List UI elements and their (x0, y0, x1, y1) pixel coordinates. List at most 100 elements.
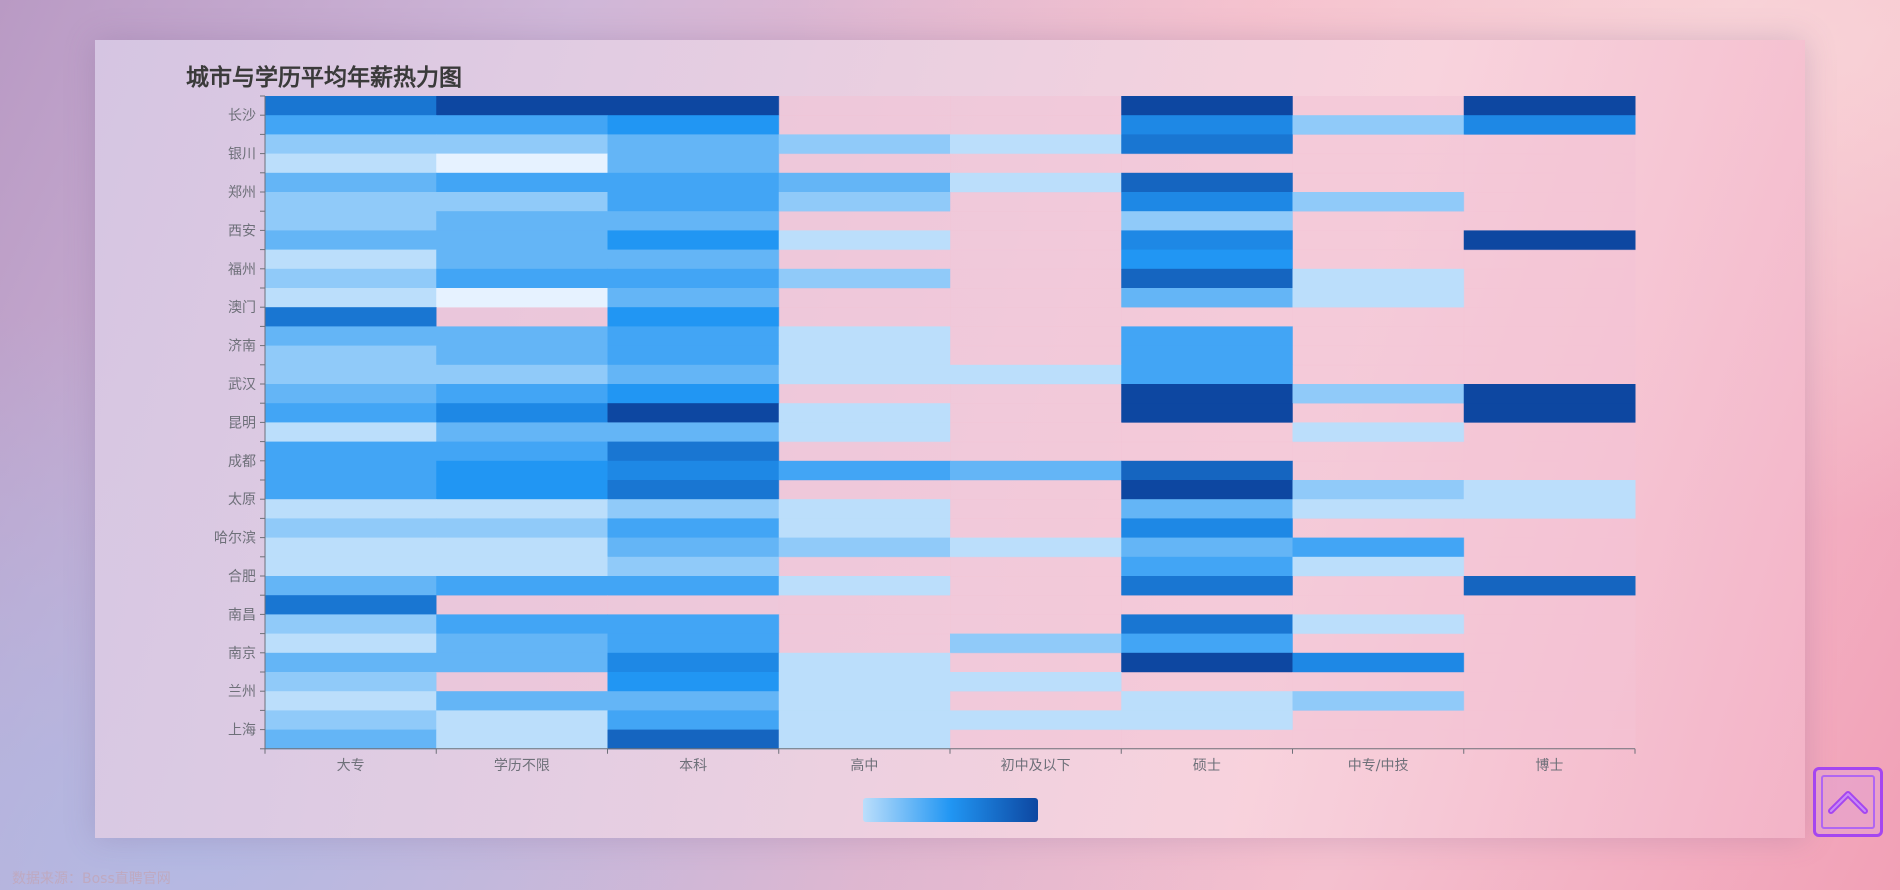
heatmap-cell[interactable] (778, 460, 951, 481)
heatmap-cell[interactable] (1121, 460, 1293, 481)
heatmap-cell[interactable] (778, 364, 951, 385)
heatmap-cell[interactable] (436, 192, 608, 212)
heatmap-cell[interactable] (1292, 230, 1465, 251)
heatmap-cell[interactable] (950, 403, 1122, 423)
heatmap-cell[interactable] (607, 537, 780, 558)
heatmap-cell[interactable] (607, 480, 780, 500)
heatmap-cell[interactable] (1121, 576, 1293, 596)
heatmap-cell[interactable] (265, 326, 437, 347)
heatmap-cell[interactable] (778, 153, 951, 174)
heatmap-cell[interactable] (1121, 672, 1293, 692)
heatmap-cell[interactable] (778, 384, 951, 404)
heatmap-cell[interactable] (778, 652, 951, 673)
heatmap-cell[interactable] (950, 556, 1122, 577)
heatmap-cell[interactable] (607, 326, 780, 347)
heatmap-cell[interactable] (1292, 691, 1465, 711)
heatmap-cell[interactable] (607, 153, 780, 174)
heatmap-cell[interactable] (436, 480, 608, 500)
heatmap-cell[interactable] (1292, 518, 1465, 539)
heatmap-cell[interactable] (607, 249, 780, 270)
heatmap-cell[interactable] (1121, 633, 1293, 654)
heatmap-cell[interactable] (607, 672, 780, 692)
heatmap-cell[interactable] (950, 441, 1122, 462)
heatmap-cell[interactable] (607, 268, 780, 289)
heatmap-cell[interactable] (778, 518, 951, 539)
heatmap-cell[interactable] (1463, 537, 1636, 558)
heatmap-cell[interactable] (265, 115, 437, 135)
heatmap-cell[interactable] (607, 633, 780, 654)
heatmap-cell[interactable] (607, 134, 780, 155)
heatmap-cell[interactable] (1463, 307, 1636, 327)
heatmap-cell[interactable] (778, 192, 951, 212)
heatmap-cell[interactable] (1292, 172, 1465, 193)
heatmap-cell[interactable] (1121, 153, 1293, 174)
heatmap-cell[interactable] (265, 710, 437, 731)
heatmap-cell[interactable] (1121, 268, 1293, 289)
heatmap-cell[interactable] (265, 480, 437, 500)
heatmap-cell[interactable] (778, 307, 951, 327)
heatmap-cell[interactable] (265, 652, 437, 673)
heatmap-cell[interactable] (1463, 672, 1636, 692)
heatmap-cell[interactable] (1292, 326, 1465, 347)
heatmap-cell[interactable] (1463, 729, 1636, 750)
heatmap-cell[interactable] (265, 537, 437, 558)
heatmap-cell[interactable] (1121, 710, 1293, 731)
heatmap-cell[interactable] (1292, 460, 1465, 481)
heatmap-cell[interactable] (1292, 729, 1465, 750)
heatmap-cell[interactable] (265, 268, 437, 289)
heatmap-cell[interactable] (607, 614, 780, 635)
heatmap-cell[interactable] (1121, 384, 1293, 404)
visual-map-legend[interactable] (863, 798, 1038, 822)
heatmap-cell[interactable] (1292, 192, 1465, 212)
heatmap-cell[interactable] (265, 134, 437, 155)
heatmap-cell[interactable] (1463, 153, 1636, 174)
heatmap-cell[interactable] (950, 460, 1122, 481)
heatmap-cell[interactable] (607, 307, 780, 327)
heatmap-cell[interactable] (778, 441, 951, 462)
heatmap-cell[interactable] (1121, 403, 1293, 423)
heatmap-cell[interactable] (1463, 460, 1636, 481)
heatmap-cell[interactable] (436, 345, 608, 366)
heatmap-cell[interactable] (1463, 172, 1636, 193)
heatmap-cell[interactable] (778, 230, 951, 251)
heatmap-cell[interactable] (950, 576, 1122, 596)
heatmap-cell[interactable] (778, 249, 951, 270)
heatmap-cell[interactable] (1463, 268, 1636, 289)
heatmap-cell[interactable] (265, 345, 437, 366)
heatmap-cell[interactable] (436, 614, 608, 635)
heatmap-cell[interactable] (265, 364, 437, 385)
heatmap-cell[interactable] (1292, 96, 1465, 116)
heatmap-cell[interactable] (265, 211, 437, 231)
heatmap-cell[interactable] (607, 403, 780, 423)
heatmap-cell[interactable] (950, 268, 1122, 289)
heatmap-cell[interactable] (950, 710, 1122, 731)
heatmap-cell[interactable] (950, 518, 1122, 539)
heatmap-cell[interactable] (436, 134, 608, 155)
heatmap-cell[interactable] (1121, 556, 1293, 577)
heatmap-cell[interactable] (436, 249, 608, 270)
heatmap-cell[interactable] (1292, 710, 1465, 731)
heatmap-cell[interactable] (1292, 633, 1465, 654)
heatmap-cell[interactable] (1121, 441, 1293, 462)
heatmap-cell[interactable] (436, 230, 608, 251)
heatmap-cell[interactable] (778, 268, 951, 289)
heatmap-cell[interactable] (1463, 499, 1636, 519)
heatmap-cell[interactable] (778, 556, 951, 577)
heatmap-cell[interactable] (436, 691, 608, 711)
heatmap-cell[interactable] (1463, 691, 1636, 711)
heatmap-cell[interactable] (1121, 134, 1293, 155)
heatmap-cell[interactable] (265, 172, 437, 193)
heatmap-cell[interactable] (607, 691, 780, 711)
heatmap-cell[interactable] (1463, 345, 1636, 366)
heatmap-cell[interactable] (950, 537, 1122, 558)
heatmap-cell[interactable] (265, 595, 437, 615)
heatmap-cell[interactable] (778, 211, 951, 231)
heatmap-cell[interactable] (1463, 710, 1636, 731)
heatmap-cell[interactable] (607, 441, 780, 462)
heatmap-cell[interactable] (1463, 115, 1636, 135)
heatmap-cell[interactable] (950, 288, 1122, 308)
heatmap-cell[interactable] (265, 422, 437, 443)
heatmap-cell[interactable] (950, 192, 1122, 212)
heatmap-cell[interactable] (607, 96, 780, 116)
heatmap-cell[interactable] (607, 518, 780, 539)
